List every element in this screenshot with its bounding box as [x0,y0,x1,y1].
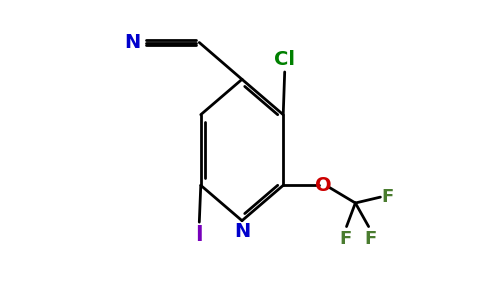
Text: N: N [234,222,250,241]
Text: F: F [364,230,376,247]
Text: Cl: Cl [274,50,295,69]
Text: N: N [124,33,140,52]
Text: I: I [196,225,203,245]
Text: O: O [315,176,331,195]
Text: F: F [339,230,351,247]
Text: F: F [382,188,394,206]
